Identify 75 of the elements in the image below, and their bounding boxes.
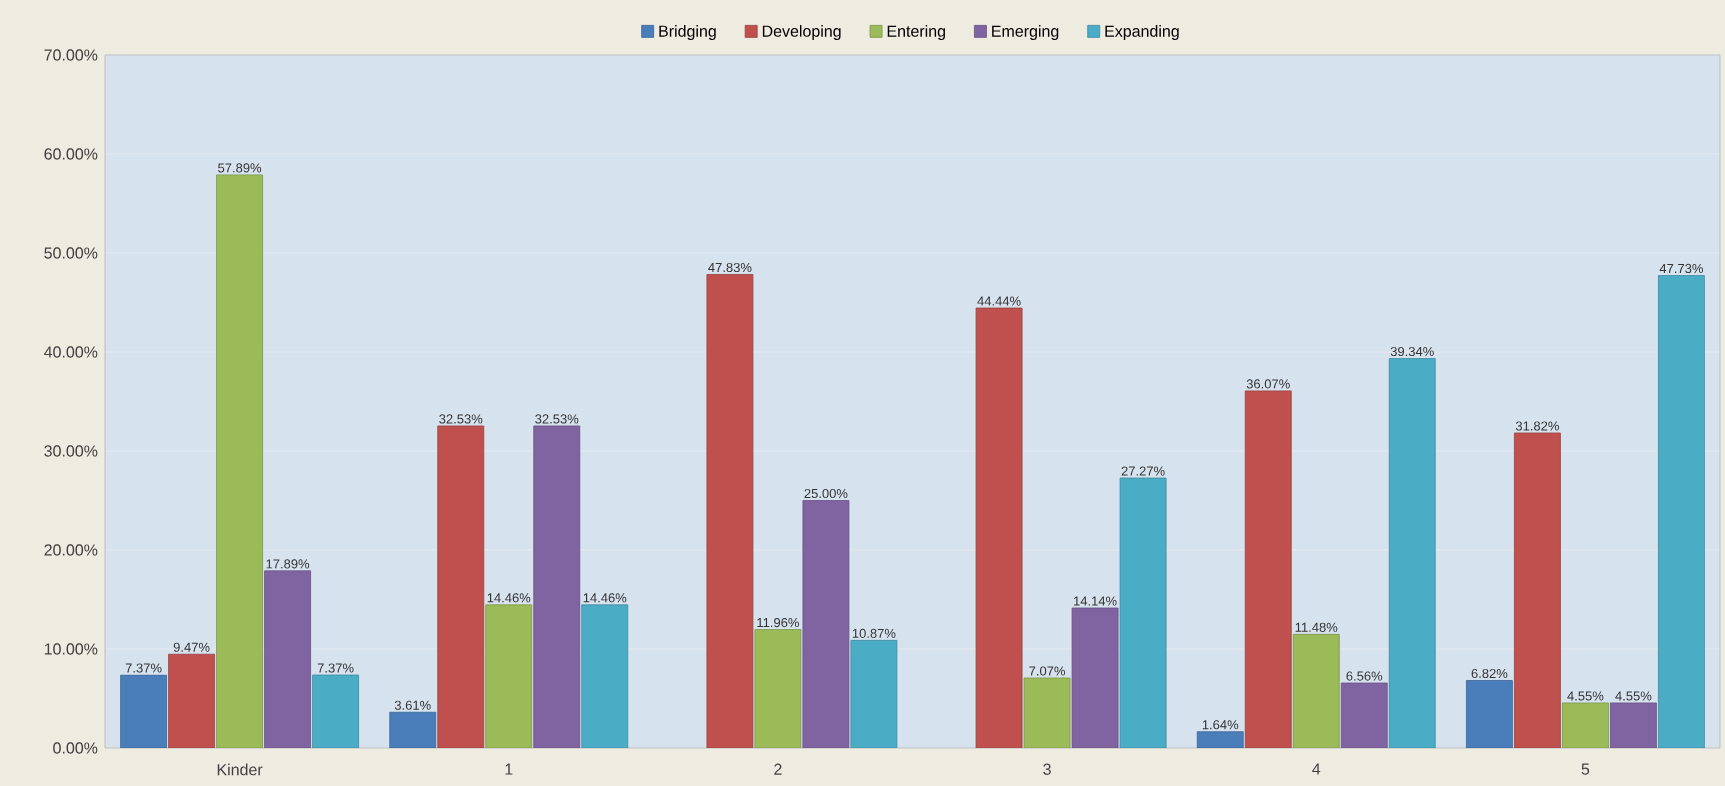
- y-tick-label: 70.00%: [44, 49, 98, 61]
- data-label: 1.64%: [1202, 720, 1239, 730]
- y-tick-label: 20.00%: [44, 544, 98, 556]
- legend-label: Emerging: [992, 25, 1059, 40]
- data-label: 32.53%: [439, 414, 483, 424]
- data-label: 4.55%: [1615, 691, 1652, 701]
- legend-label: Bridging: [659, 25, 716, 40]
- bar: [216, 174, 263, 748]
- bar: [1610, 702, 1657, 748]
- bar: [389, 711, 437, 748]
- data-label: 27.27%: [1121, 466, 1165, 476]
- y-tick-label: 10.00%: [44, 643, 98, 655]
- bar: [975, 307, 1023, 748]
- x-tick-label: 3: [1043, 763, 1051, 775]
- bar: [1562, 702, 1609, 748]
- x-tick-label: 2: [774, 763, 782, 775]
- x-tick-label: 1: [505, 763, 513, 775]
- data-label: 57.89%: [218, 163, 262, 173]
- bar: [437, 425, 485, 748]
- legend-label: Developing: [762, 25, 841, 40]
- bar: [754, 629, 802, 748]
- x-tick-label: 5: [1581, 763, 1590, 775]
- bar: [1658, 275, 1705, 748]
- bar: [1071, 607, 1119, 748]
- y-tick-label: 40.00%: [44, 346, 98, 358]
- bar: [581, 604, 629, 748]
- bar: [1388, 358, 1436, 748]
- data-label: 39.34%: [1390, 346, 1434, 357]
- data-label: 17.89%: [266, 559, 310, 569]
- data-label: 32.53%: [535, 414, 579, 424]
- data-label: 3.61%: [394, 700, 431, 710]
- data-label: 47.83%: [708, 262, 752, 273]
- data-label: 10.87%: [852, 628, 896, 638]
- data-label: 7.07%: [1029, 666, 1066, 676]
- bar: [264, 570, 311, 748]
- data-label: 31.82%: [1515, 421, 1559, 431]
- data-label: 36.07%: [1246, 379, 1290, 389]
- data-label: 44.44%: [977, 296, 1021, 306]
- legend-label: Entering: [887, 25, 945, 40]
- data-label: 14.46%: [583, 593, 627, 603]
- y-tick-label: 0.00%: [53, 742, 98, 754]
- bar: [706, 274, 754, 748]
- data-label: 6.56%: [1346, 671, 1383, 681]
- x-tick-label: 4: [1312, 763, 1321, 775]
- bar: [1023, 677, 1071, 748]
- data-label: 7.37%: [125, 663, 162, 673]
- bar: [1340, 682, 1388, 748]
- bar: [850, 639, 898, 748]
- y-tick-label: 50.00%: [44, 247, 98, 259]
- data-label: 4.55%: [1567, 691, 1604, 701]
- legend-label: Expanding: [1105, 25, 1179, 40]
- bar: [120, 674, 167, 748]
- y-tick-label: 30.00%: [44, 445, 98, 457]
- data-label: 11.96%: [757, 617, 799, 628]
- bar: [1119, 477, 1167, 748]
- data-label: 11.48%: [1295, 622, 1338, 632]
- x-tick-label: Kinder: [217, 763, 263, 776]
- data-label: 47.73%: [1659, 263, 1703, 274]
- bar: [168, 653, 215, 748]
- bar: [1196, 731, 1244, 748]
- bar: [1466, 680, 1513, 748]
- data-label: 25.00%: [804, 488, 848, 499]
- data-label: 6.82%: [1471, 668, 1508, 679]
- y-tick-label: 60.00%: [44, 148, 98, 160]
- bar: [312, 674, 359, 748]
- bar: [485, 604, 533, 748]
- bar: [802, 500, 850, 748]
- bar: [1244, 390, 1292, 748]
- data-label: 14.14%: [1074, 596, 1117, 606]
- data-label: 9.47%: [173, 642, 210, 652]
- data-label: 14.46%: [487, 593, 531, 603]
- bar: [533, 425, 581, 748]
- data-label: 7.37%: [317, 663, 354, 673]
- bar: [1514, 432, 1561, 748]
- bar: [1292, 633, 1340, 748]
